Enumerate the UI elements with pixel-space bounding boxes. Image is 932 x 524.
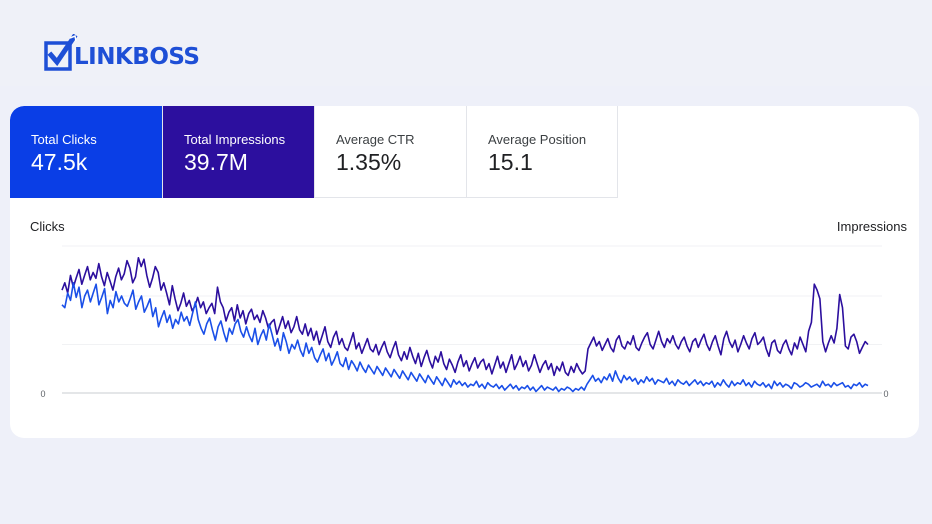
metric-value: 15.1 (488, 149, 533, 175)
metric-value: 1.35% (336, 149, 402, 175)
metric-average-position[interactable]: Average Position 15.1 (466, 106, 618, 198)
metric-value: 47.5k (31, 149, 88, 175)
brand-logo[interactable]: LINKBOSS (44, 33, 200, 73)
metric-label: Average Position (488, 132, 587, 147)
right-axis-title: Impressions (836, 219, 907, 234)
metric-average-ctr[interactable]: Average CTR 1.35% (314, 106, 466, 198)
metric-label: Average CTR (336, 132, 415, 147)
impressions-series-line (61, 257, 869, 377)
metric-total-impressions[interactable]: Total Impressions 39.7M (162, 106, 314, 198)
brand-name: LINKBOSS (74, 44, 200, 70)
metric-tabs: Total Clicks 47.5k Total Impressions 39.… (10, 106, 618, 198)
metric-value: 39.7M (184, 149, 248, 175)
left-axis-tick-label: 0 (40, 389, 45, 399)
metric-label: Total Clicks (31, 132, 97, 147)
right-axis-tick-label: 0 (883, 389, 888, 399)
metric-total-clicks[interactable]: Total Clicks 47.5k (10, 106, 162, 198)
metric-label: Total Impressions (184, 132, 286, 147)
checkbox-check-icon (44, 33, 78, 72)
header-band (0, 0, 932, 86)
left-axis-title: Clicks (30, 219, 65, 234)
clicks-series-line (61, 282, 869, 393)
performance-card: Total Clicks 47.5k Total Impressions 39.… (10, 106, 919, 438)
